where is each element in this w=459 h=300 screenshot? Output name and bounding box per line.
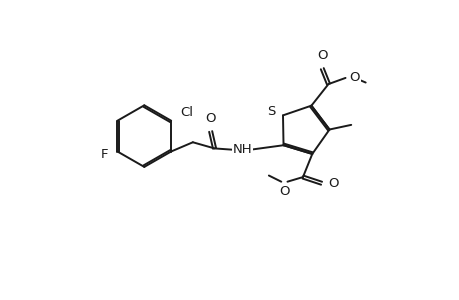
Text: O: O [316,49,327,62]
Text: S: S [266,105,274,118]
Text: Cl: Cl [180,106,193,119]
Text: NH: NH [232,143,252,157]
Text: O: O [328,177,338,190]
Text: O: O [349,71,359,84]
Text: F: F [101,148,108,161]
Text: O: O [279,185,289,198]
Text: O: O [205,112,215,124]
